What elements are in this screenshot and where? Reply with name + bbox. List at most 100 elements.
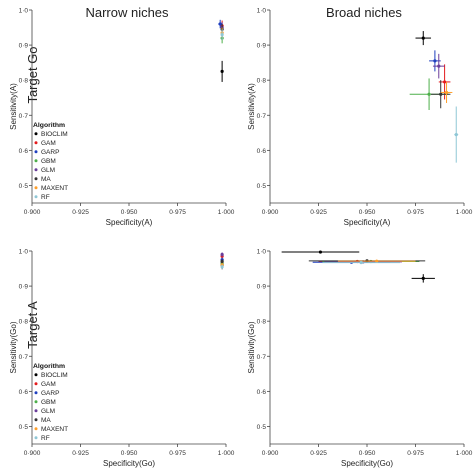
x-tick-label: 0·950	[359, 209, 376, 216]
x-tick-label: 0·900	[262, 209, 279, 216]
x-tick-label: 1·000	[218, 209, 235, 216]
legend-swatch	[34, 159, 38, 163]
x-tick-label: 0·975	[169, 450, 186, 457]
legend-title: Algorithm	[33, 363, 65, 370]
y-tick-label: 0·8	[19, 319, 29, 326]
panels: 0·5 0·6 0·7 0·8 0·9 1·0 0·900 0·925 0·950 0·975 1·…	[9, 8, 473, 469]
row-label-top: Target Go	[25, 46, 40, 103]
x-axis-label: Specificity(A)	[106, 218, 153, 227]
legend-swatch	[34, 436, 38, 440]
legend-entry: GBM	[41, 399, 56, 406]
x-tick-label: 0·925	[72, 209, 89, 216]
data-point	[220, 69, 224, 74]
x-tick-label: 1·000	[456, 209, 473, 216]
legend-swatch	[34, 427, 38, 431]
y-tick-label: 1·0	[19, 249, 29, 256]
x-tick-label: 0·900	[24, 450, 41, 457]
legend-entry: RF	[41, 194, 50, 201]
data-point	[439, 92, 443, 96]
legend-entry: GAM	[41, 140, 56, 147]
x-tick-label: 0·900	[262, 450, 279, 457]
legend-entry: MAXENT	[41, 426, 68, 433]
data-point	[220, 259, 224, 264]
legend-entry: RF	[41, 435, 50, 442]
x-tick-label: 0·950	[359, 450, 376, 457]
legend-entry: GLM	[41, 408, 55, 415]
data-point	[218, 22, 222, 26]
legend-swatch	[34, 382, 38, 386]
x-tick-label: 0·975	[169, 209, 186, 216]
legend-entry: MAXENT	[41, 185, 68, 192]
data-point	[318, 250, 323, 254]
x-tick-label: 0·975	[407, 209, 424, 216]
legend-entry: MA	[41, 417, 51, 424]
legend-entry: GARP	[41, 149, 59, 156]
column-title-right: Broad niches	[326, 5, 402, 20]
column-title-left: Narrow niches	[85, 5, 169, 20]
legend-swatch	[34, 409, 38, 413]
legend-swatch	[34, 141, 38, 145]
y-tick-label: 0·7	[257, 113, 267, 120]
x-axis-label: Specificity(A)	[344, 218, 391, 227]
data-point	[220, 252, 224, 257]
y-tick-label: 0·5	[257, 424, 267, 431]
legend-title: Algorithm	[33, 122, 65, 129]
y-tick-label: 0·5	[257, 183, 267, 190]
data-point	[427, 92, 431, 96]
x-axis-label: Specificity(Go)	[103, 459, 155, 468]
y-tick-label: 0·7	[19, 354, 29, 361]
y-tick-label: 1·0	[257, 249, 267, 256]
legend-entry: GARP	[41, 390, 59, 397]
y-tick-label: 0·8	[257, 78, 267, 85]
panel-narrow-target-a: 0·5 0·6 0·7 0·8 0·9 1·0 0·900 0·925 0·950 0·975 1·…	[9, 249, 235, 469]
x-tick-label: 1·000	[218, 450, 235, 457]
data-point	[437, 64, 441, 68]
legend-entry: BIOCLIM	[41, 131, 68, 138]
y-tick-label: 0·8	[257, 319, 267, 326]
data-point	[444, 90, 449, 95]
y-tick-label: 0·5	[19, 424, 29, 431]
y-tick-label: 0·9	[257, 43, 267, 50]
legend-swatch	[34, 186, 38, 190]
y-tick-label: 0·9	[19, 284, 29, 291]
legend-swatch	[34, 373, 38, 377]
legend-entry: GAM	[41, 381, 56, 388]
legend-swatch	[34, 150, 38, 154]
y-tick-label: 0·6	[19, 389, 29, 396]
data-point	[220, 265, 224, 269]
x-tick-label: 0·975	[407, 450, 424, 457]
legend-entry: MA	[41, 176, 51, 183]
data-point	[454, 132, 458, 137]
y-tick-label: 0·5	[19, 183, 29, 190]
y-axis-label: Sensitivity(A)	[247, 83, 256, 130]
legend-entry: BIOCLIM	[41, 372, 68, 379]
x-tick-label: 0·950	[121, 209, 138, 216]
data-point	[433, 59, 437, 63]
data-point	[443, 80, 447, 84]
x-tick-label: 0·900	[24, 209, 41, 216]
x-tick-label: 0·950	[121, 450, 138, 457]
y-axis-label: Sensitivity(Go)	[247, 321, 256, 373]
legend-entry: GLM	[41, 167, 55, 174]
legend: Algorithm BIOCLIM GAM GARP GBM GLM MA MAXENT RF	[33, 363, 68, 442]
legend-swatch	[34, 400, 38, 404]
y-tick-label: 0·9	[257, 284, 267, 291]
x-tick-label: 1·000	[456, 450, 473, 457]
legend-swatch	[34, 195, 38, 199]
x-axis-label: Specificity(Go)	[341, 459, 393, 468]
y-axis-label: Sensitivity(A)	[9, 83, 18, 130]
legend: Algorithm BIOCLIM GAM GARP GBM GLM MA MAXENT RF	[33, 122, 68, 201]
panel-narrow-target-go: 0·5 0·6 0·7 0·8 0·9 1·0 0·900 0·925 0·950 0·975 1·…	[9, 8, 235, 228]
legend-entry: GBM	[41, 158, 56, 165]
y-tick-label: 0·6	[257, 148, 267, 155]
legend-swatch	[34, 132, 38, 136]
y-axis-label: Sensitivity(Go)	[9, 321, 18, 373]
y-tick-label: 0·7	[19, 113, 29, 120]
y-tick-label: 0·8	[19, 78, 29, 85]
y-tick-label: 0·6	[19, 148, 29, 155]
x-tick-label: 0·925	[310, 450, 327, 457]
data-point	[220, 32, 224, 37]
legend-swatch	[34, 418, 38, 422]
panel-broad-target-a: 0·5 0·6 0·7 0·8 0·9 1·0 0·900 0·925 0·950 0·975 1·…	[247, 249, 473, 469]
